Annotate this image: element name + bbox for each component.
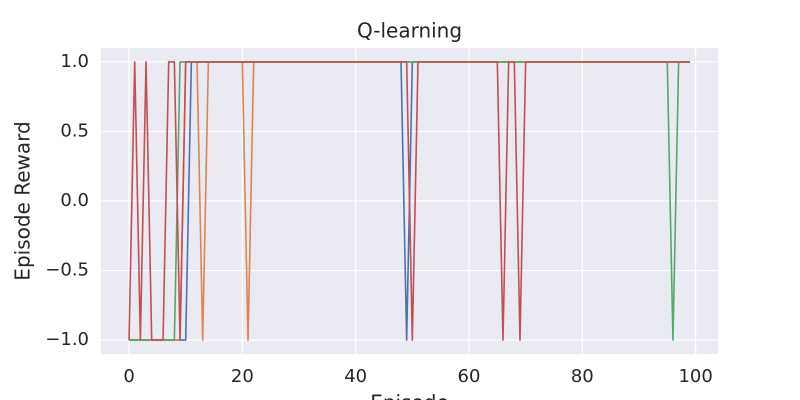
y-tick-label: 0.0	[60, 190, 89, 211]
x-tick-label: 60	[458, 366, 481, 387]
series-line	[128, 61, 690, 341]
x-tick-label: 20	[231, 366, 254, 387]
y-tick-label: −0.5	[45, 260, 89, 281]
y-tick-label: −1.0	[45, 329, 89, 350]
x-tick-label: 80	[571, 366, 594, 387]
x-tick-label: 100	[678, 366, 712, 387]
y-tick-label: 0.5	[60, 120, 89, 141]
y-tick-label: 1.0	[60, 51, 89, 72]
x-axis-label: Episode	[370, 391, 449, 400]
y-axis-label: Episode Reward	[11, 121, 35, 280]
chart-title: Q-learning	[357, 19, 462, 43]
x-tick-label: 0	[123, 366, 134, 387]
x-tick-label: 40	[344, 366, 367, 387]
